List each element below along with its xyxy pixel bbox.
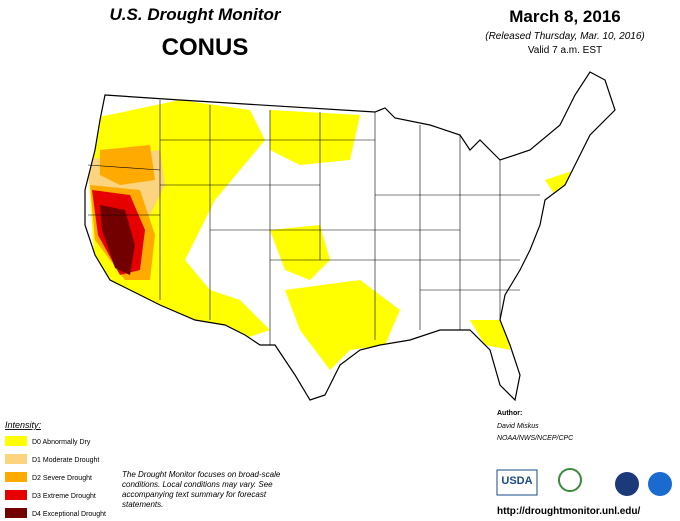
url: http://droughtmonitor.unl.edu/ [497,506,641,517]
legend-label: D2 Severe Drought [32,475,92,482]
valid: Valid 7 a.m. EST [528,45,602,56]
legend-swatch [5,454,27,464]
usda-text: USDA [501,475,532,487]
legend-title: Intensity: [5,420,42,430]
legend-swatch [5,472,27,482]
us-outline [84,71,616,402]
legend-swatch [5,490,27,500]
legend-label: D3 Extreme Drought [32,493,96,500]
state-lines [87,100,540,345]
region: CONUS [162,34,249,61]
legend-swatch [5,436,27,446]
author-name: David Miskus [497,423,539,430]
doc-logo [615,472,639,496]
date: March 8, 2016 [509,7,621,26]
drought-map [85,72,615,400]
title: U.S. Drought Monitor [110,5,282,24]
note-box: The Drought Monitor focuses on broad-sca… [122,470,281,509]
released: (Released Thursday, Mar. 10, 2016) [485,31,645,42]
note: The Drought Monitor focuses on broad-sca… [122,470,281,509]
legend-label: D1 Moderate Drought [32,457,99,464]
ndmc-logo [558,468,582,492]
legend-swatch [5,508,27,518]
legend-label: D4 Exceptional Drought [32,511,106,518]
author-label: Author: [497,410,522,417]
legend-label: D0 Abnormally Dry [32,439,91,446]
noaa-logo [648,472,672,496]
author-org: NOAA/NWS/NCEP/CPC [497,435,574,442]
usda-logo [496,469,538,496]
